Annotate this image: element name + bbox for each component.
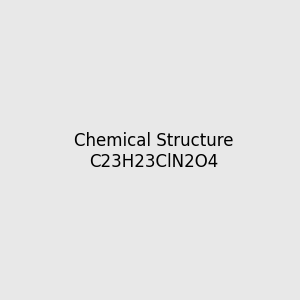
Text: Chemical Structure
C23H23ClN2O4: Chemical Structure C23H23ClN2O4 (74, 132, 233, 171)
